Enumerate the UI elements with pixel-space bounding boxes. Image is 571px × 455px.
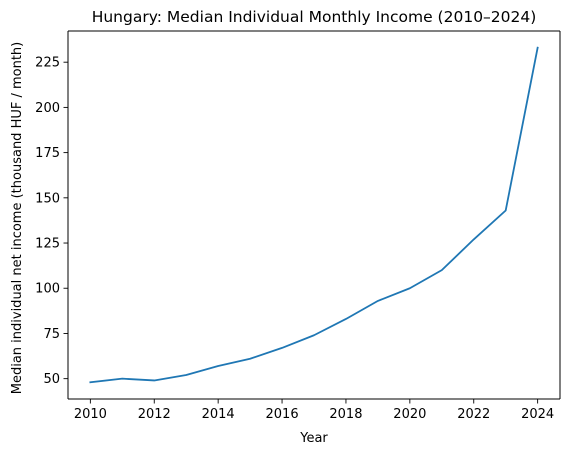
x-tick-label-2012: 2012 xyxy=(138,407,171,422)
y-tick-label-75: 75 xyxy=(43,327,60,342)
y-tick-label-200: 200 xyxy=(35,101,60,116)
y-tick-label-125: 125 xyxy=(35,237,60,252)
x-tick-label-2010: 2010 xyxy=(74,407,107,422)
x-tick-label-2016: 2016 xyxy=(266,407,299,422)
plot-area xyxy=(67,30,561,400)
x-axis-ticks: 2010 2012 2014 2016 2018 2020 2022 2024 xyxy=(74,399,554,422)
series-line-0 xyxy=(89,46,539,384)
y-axis-label: Median individual net income (thousand H… xyxy=(10,42,25,395)
x-tick-label-2022: 2022 xyxy=(457,407,490,422)
y-tick-label-225: 225 xyxy=(35,56,60,71)
x-tick-label-2020: 2020 xyxy=(393,407,426,422)
x-axis-label: Year xyxy=(299,431,328,446)
y-tick-label-100: 100 xyxy=(35,282,60,297)
x-tick-label-2018: 2018 xyxy=(329,407,362,422)
y-axis-ticks: 50 75 100 125 150 175 200 225 xyxy=(35,56,68,387)
y-tick-label-50: 50 xyxy=(43,372,60,387)
y-tick-label-175: 175 xyxy=(35,146,60,161)
chart-title: Hungary: Median Individual Monthly Incom… xyxy=(92,8,537,26)
y-tick-label-150: 150 xyxy=(35,191,60,206)
x-tick-label-2024: 2024 xyxy=(521,407,554,422)
x-tick-label-2014: 2014 xyxy=(202,407,235,422)
